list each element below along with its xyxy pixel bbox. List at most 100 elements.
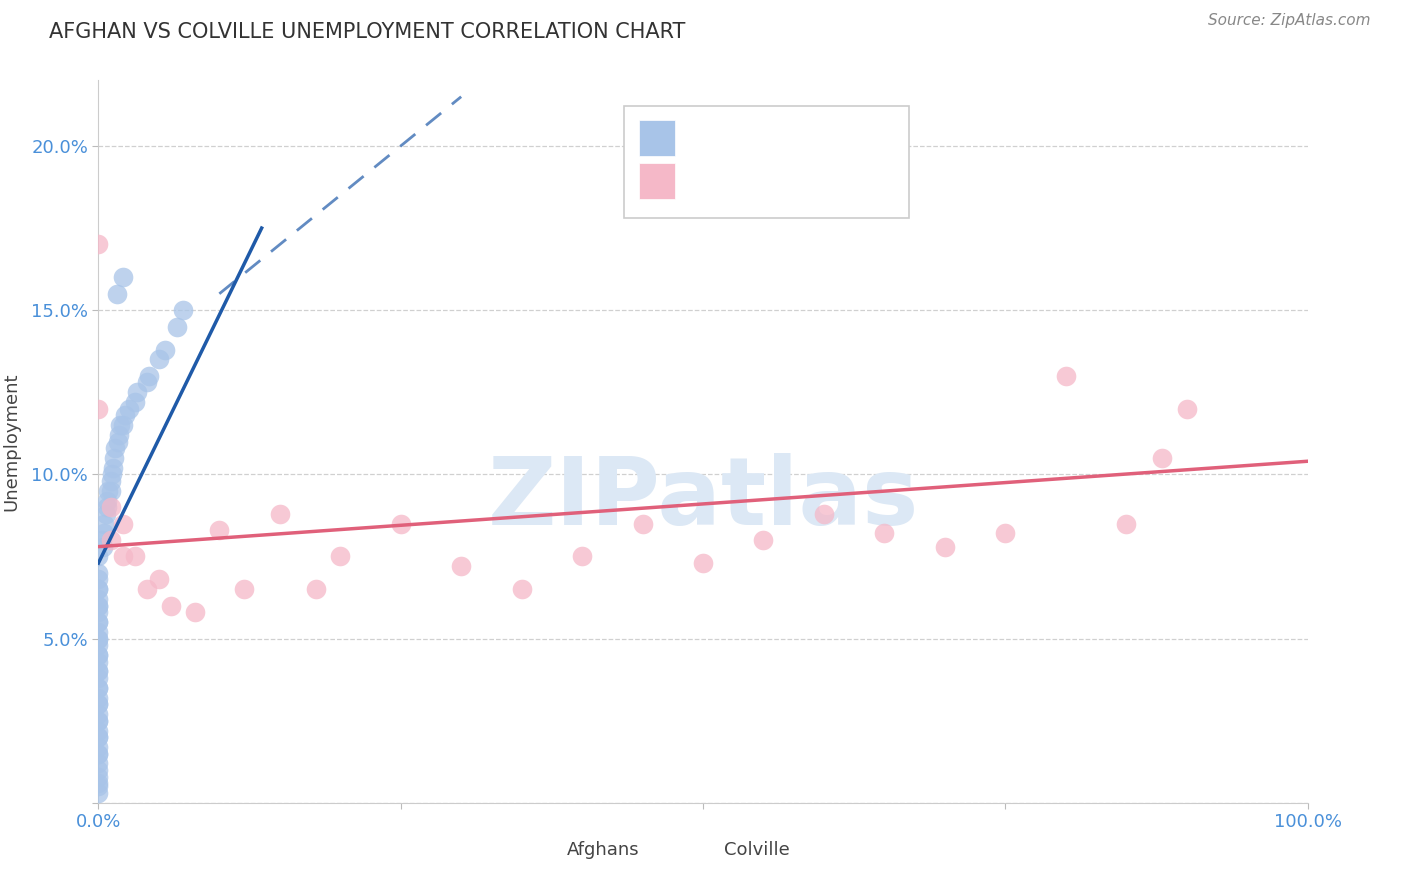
Point bbox=[87, 599, 110, 613]
Text: 31: 31 bbox=[866, 172, 891, 190]
Point bbox=[87, 665, 110, 679]
Point bbox=[1152, 450, 1174, 465]
Point bbox=[1115, 516, 1137, 531]
Point bbox=[873, 526, 896, 541]
Point bbox=[135, 376, 157, 390]
Point bbox=[87, 730, 110, 744]
Text: Source: ZipAtlas.com: Source: ZipAtlas.com bbox=[1208, 13, 1371, 29]
Point bbox=[100, 467, 122, 482]
Point bbox=[127, 385, 149, 400]
Point bbox=[631, 516, 654, 531]
FancyBboxPatch shape bbox=[527, 837, 558, 865]
Point bbox=[87, 707, 110, 722]
Text: N =: N = bbox=[803, 129, 853, 147]
Point bbox=[87, 632, 110, 646]
Point bbox=[111, 549, 134, 564]
Point bbox=[87, 776, 110, 790]
Point bbox=[118, 401, 141, 416]
Point bbox=[87, 615, 110, 630]
Point bbox=[87, 747, 110, 761]
Text: Afghans: Afghans bbox=[567, 841, 638, 859]
FancyBboxPatch shape bbox=[685, 837, 716, 865]
Point bbox=[87, 665, 110, 679]
Point bbox=[87, 615, 110, 630]
Point bbox=[166, 319, 188, 334]
Point bbox=[91, 533, 114, 547]
Point bbox=[87, 681, 110, 695]
Point bbox=[87, 648, 110, 662]
Point bbox=[87, 632, 110, 646]
Point bbox=[87, 756, 110, 771]
Point bbox=[100, 474, 122, 488]
Point bbox=[87, 671, 110, 685]
Point bbox=[269, 507, 291, 521]
Point bbox=[1054, 368, 1077, 383]
Point bbox=[87, 582, 110, 597]
Point bbox=[934, 540, 956, 554]
Point bbox=[87, 566, 110, 580]
Point bbox=[510, 582, 533, 597]
Y-axis label: Unemployment: Unemployment bbox=[1, 372, 20, 511]
FancyBboxPatch shape bbox=[638, 120, 675, 156]
Point bbox=[87, 582, 110, 597]
Point bbox=[105, 286, 128, 301]
Point bbox=[450, 559, 472, 574]
Point bbox=[87, 730, 110, 744]
Text: R =: R = bbox=[690, 129, 730, 147]
Text: AFGHAN VS COLVILLE UNEMPLOYMENT CORRELATION CHART: AFGHAN VS COLVILLE UNEMPLOYMENT CORRELAT… bbox=[49, 22, 686, 42]
Point bbox=[87, 648, 110, 662]
Point bbox=[87, 573, 110, 587]
Point bbox=[87, 690, 110, 705]
Point bbox=[96, 493, 118, 508]
Point bbox=[87, 714, 110, 728]
Point bbox=[87, 625, 110, 640]
Point bbox=[87, 592, 110, 607]
Point bbox=[571, 549, 593, 564]
Text: R =: R = bbox=[690, 172, 730, 190]
Point bbox=[87, 681, 110, 695]
Point bbox=[160, 599, 183, 613]
Point bbox=[87, 698, 110, 712]
Point bbox=[93, 526, 115, 541]
Point bbox=[124, 549, 146, 564]
Point bbox=[101, 460, 124, 475]
Point bbox=[153, 343, 176, 357]
Point bbox=[111, 270, 134, 285]
Point bbox=[87, 605, 110, 619]
Point bbox=[148, 352, 170, 367]
Point bbox=[208, 523, 231, 537]
Point bbox=[1175, 401, 1198, 416]
FancyBboxPatch shape bbox=[638, 163, 675, 200]
Point bbox=[96, 500, 118, 515]
Text: ZIPatlas: ZIPatlas bbox=[488, 453, 918, 545]
Point bbox=[87, 698, 110, 712]
Point bbox=[124, 395, 146, 409]
Point bbox=[148, 573, 170, 587]
Text: N =: N = bbox=[803, 172, 853, 190]
Point bbox=[100, 533, 122, 547]
Point bbox=[87, 549, 110, 564]
Text: 71: 71 bbox=[866, 129, 891, 147]
Point bbox=[97, 483, 120, 498]
Point bbox=[389, 516, 412, 531]
Point bbox=[994, 526, 1017, 541]
Point bbox=[108, 418, 131, 433]
Point bbox=[305, 582, 328, 597]
Point bbox=[104, 441, 127, 455]
Point bbox=[87, 747, 110, 761]
Point bbox=[232, 582, 254, 597]
Point bbox=[107, 434, 129, 449]
Point bbox=[87, 237, 110, 252]
Point bbox=[100, 483, 122, 498]
Point bbox=[87, 770, 110, 784]
Point bbox=[184, 605, 207, 619]
Point bbox=[135, 582, 157, 597]
Point bbox=[87, 723, 110, 738]
Point bbox=[87, 599, 110, 613]
Point bbox=[93, 516, 115, 531]
Point bbox=[138, 368, 160, 383]
Point bbox=[87, 763, 110, 777]
Point bbox=[87, 714, 110, 728]
Point bbox=[813, 507, 835, 521]
Point bbox=[752, 533, 775, 547]
